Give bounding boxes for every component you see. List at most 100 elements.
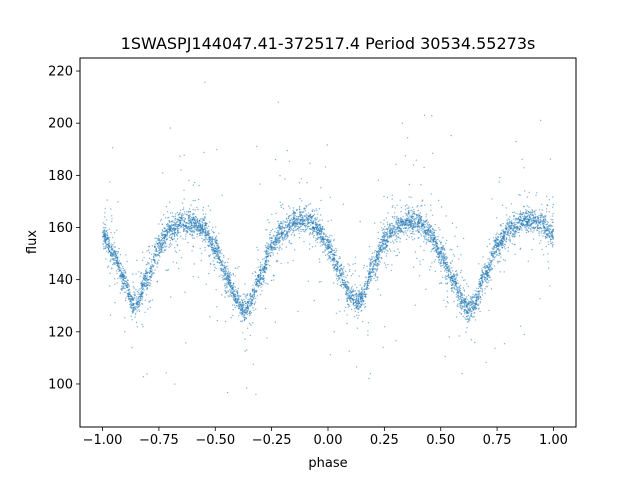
data-point <box>123 281 126 283</box>
data-point <box>326 236 329 238</box>
data-point <box>150 261 153 263</box>
data-point <box>437 235 439 238</box>
data-point <box>528 225 531 227</box>
data-point <box>263 258 265 260</box>
data-point <box>267 263 269 265</box>
data-point <box>146 272 148 274</box>
data-point <box>364 281 367 283</box>
data-point <box>551 241 554 244</box>
data-point <box>477 287 480 290</box>
data-point <box>257 259 259 261</box>
data-point <box>368 377 370 380</box>
data-point <box>273 243 276 245</box>
data-point <box>170 242 172 244</box>
data-point <box>127 294 130 296</box>
data-point <box>424 226 426 228</box>
data-point <box>261 266 264 268</box>
data-point <box>466 298 468 300</box>
data-point <box>459 311 461 314</box>
data-point <box>420 235 423 237</box>
data-point <box>520 325 522 327</box>
data-point <box>338 278 340 281</box>
data-point <box>421 227 423 229</box>
data-point <box>201 222 204 224</box>
data-point <box>208 233 210 235</box>
data-point <box>110 243 112 245</box>
data-point <box>266 247 268 249</box>
data-point <box>451 267 453 269</box>
data-point <box>478 303 480 305</box>
data-point <box>434 224 436 226</box>
data-point <box>531 214 533 217</box>
data-point <box>319 238 321 240</box>
data-point <box>370 280 372 282</box>
data-point <box>399 225 401 227</box>
data-point <box>112 243 114 246</box>
data-point <box>201 220 203 223</box>
data-point <box>426 233 428 236</box>
data-point <box>451 284 454 286</box>
data-point <box>390 241 392 244</box>
data-point <box>249 293 252 295</box>
data-point <box>257 266 259 268</box>
data-point <box>154 269 156 271</box>
data-point <box>469 309 472 311</box>
data-point <box>236 267 238 269</box>
data-point <box>419 212 422 214</box>
data-point <box>145 281 148 283</box>
data-point <box>433 234 435 237</box>
data-point <box>165 205 168 208</box>
data-point <box>514 224 516 226</box>
data-point <box>342 281 344 284</box>
data-point <box>505 237 508 239</box>
data-point <box>539 214 541 216</box>
data-point <box>217 242 219 245</box>
data-point <box>146 287 149 289</box>
data-point <box>146 279 148 282</box>
data-point <box>391 198 393 200</box>
data-point <box>369 262 371 264</box>
data-point <box>444 259 446 261</box>
data-point <box>194 218 196 220</box>
data-point <box>106 233 108 235</box>
data-point <box>453 255 456 257</box>
data-point <box>139 299 141 302</box>
data-point <box>302 220 305 222</box>
data-point <box>182 222 184 224</box>
data-point <box>339 257 341 259</box>
data-point <box>550 226 552 228</box>
data-point <box>541 203 543 206</box>
data-point <box>509 220 511 223</box>
data-point <box>286 224 289 226</box>
data-point <box>311 246 314 248</box>
data-point <box>431 231 433 233</box>
data-point <box>246 294 248 297</box>
data-point <box>305 215 307 217</box>
data-point <box>411 215 413 218</box>
data-point <box>424 224 426 226</box>
data-point <box>398 226 400 229</box>
data-point <box>206 227 208 229</box>
data-point <box>106 250 108 253</box>
data-point <box>464 318 467 320</box>
data-point <box>292 260 294 262</box>
data-point <box>412 164 415 166</box>
data-point <box>169 221 171 223</box>
data-point <box>446 275 448 277</box>
data-point <box>382 346 384 348</box>
data-point <box>224 262 226 264</box>
data-point <box>304 226 307 228</box>
data-point <box>221 259 224 261</box>
data-point <box>423 249 425 252</box>
data-point <box>534 219 536 222</box>
data-point <box>459 271 462 274</box>
data-point <box>188 223 190 225</box>
data-point <box>490 254 493 256</box>
data-point <box>385 228 387 231</box>
data-point <box>547 227 550 229</box>
data-point <box>174 215 176 217</box>
data-point <box>245 317 247 319</box>
data-point <box>514 230 516 232</box>
data-point <box>249 313 252 315</box>
data-point <box>106 232 109 234</box>
